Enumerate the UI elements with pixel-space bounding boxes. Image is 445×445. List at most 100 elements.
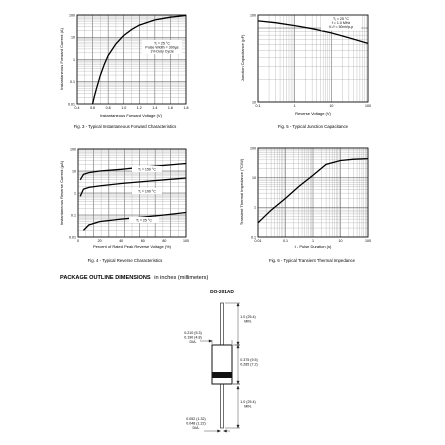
fig4-x-tick-labels: 0 20 40 60 80 100 (77, 239, 189, 243)
fig6-x-tick-label: 0.1 (283, 239, 288, 243)
fig6-x-tick-label: 1 (312, 239, 314, 243)
fig3-annotation-2: Pulse Width = 300µs (145, 46, 178, 50)
fig4-curve-100c (79, 177, 187, 197)
fig3-x-tick-label: 1.8 (184, 106, 189, 110)
fig6-plot-frame (257, 147, 369, 238)
fig5-annotation-3: Vₛᵢᵍ = 50mVp-p (329, 25, 353, 29)
fig4-series-label-25c: Tⱼ = 25 °C (136, 218, 152, 223)
fig6-y-tick-label: 10 (252, 176, 256, 180)
fig6-y-axis-label: Transient Thermal Impedance (°C/W) (239, 158, 244, 225)
package-title-bold: PACKAGE OUTLINE DIMENSIONS (60, 275, 151, 281)
fig4-x-tick-label: 100 (183, 239, 189, 243)
fig6-x-tick-label: 0.01 (255, 239, 262, 243)
dim-body-dia-label: DIA. (190, 340, 197, 344)
dim-body-dia-min: 0.190 (4.8) (184, 336, 201, 340)
fig3-x-tick-label: 1.4 (152, 106, 157, 110)
fig4-curve-150c (79, 162, 187, 181)
dim-body-length-min: 0.285 (7.2) (240, 363, 257, 367)
fig3-y-tick-labels: 100 10 1 0.1 0.01 (68, 13, 75, 106)
fig6-y-tick-label: 0.1 (251, 235, 256, 239)
fig6-grid (257, 147, 369, 238)
dim-body-dia-max: 0.210 (5.3) (184, 331, 201, 335)
fig5-chart: 100 10 0.1 1 10 100 Tⱼ = 25 °C f = 1.0 MHz V… (240, 13, 371, 129)
fig3-curve (91, 14, 187, 105)
fig4-series-label-150c: Tⱼ = 150 °C (138, 167, 156, 172)
fig4-y-tick-label: 10 (72, 169, 76, 173)
fig3-x-tick-label: 0.6 (90, 106, 95, 110)
fig3-grid (76, 14, 187, 105)
package-outline: PACKAGE OUTLINE DIMENSIONS in inches (mi… (60, 275, 258, 433)
fig6-x-tick-label: 100 (365, 239, 371, 243)
fig3-x-tick-label: 1.2 (137, 106, 142, 110)
fig5-x-tick-label: 100 (365, 104, 371, 108)
dim-lead-dia-min: 0.048 (1.22) (186, 422, 205, 426)
package-title: PACKAGE OUTLINE DIMENSIONS in inches (mi… (60, 275, 208, 281)
dim-lead-dia-label: DIA. (193, 426, 200, 430)
fig4-y-tick-label: 0.01 (69, 235, 76, 239)
fig4-plot-frame (77, 148, 187, 238)
fig6-y-tick-label: 1 (254, 206, 256, 210)
fig6-x-tick-label: 10 (339, 239, 343, 243)
fig4-y-tick-label: 0.1 (71, 213, 76, 217)
dim-body-length (233, 344, 240, 385)
fig4-x-tick-label: 60 (141, 239, 145, 243)
fig3-x-tick-label: 0.8 (106, 106, 111, 110)
fig3-x-tick-label: 1.6 (168, 106, 173, 110)
fig6-x-axis-label: t - Pulse Duration (s) (295, 244, 332, 249)
package-case-name: DO-201AD (210, 289, 234, 295)
fig3-annotation-1: Tⱼ = 25 °C (154, 41, 170, 46)
package-upper-lead (220, 302, 224, 346)
fig4-label-bg-150 (132, 166, 162, 172)
fig4-label-bg-100 (132, 188, 162, 194)
fig5-y-tick-labels: 100 10 (250, 13, 256, 104)
fig4-x-axis-label: Percent of Rated Peak Reverse Voltage (%… (93, 244, 172, 249)
fig4-caption: Fig. 4 - Typical Reverse Characteristics (88, 258, 163, 263)
dim-lower-lead-min: MIN. (244, 405, 252, 409)
fig5-x-tick-label: 0.1 (256, 104, 261, 108)
fig6-x-tick-labels: 0.01 0.1 1 10 100 (255, 239, 372, 243)
fig4-curve-25c (82, 211, 187, 231)
dim-lower-lead-length (225, 383, 240, 429)
fig4-x-tick-label: 20 (98, 239, 102, 243)
fig5-y-tick-label: 10 (252, 100, 256, 104)
fig5-y-tick-label: 100 (250, 13, 256, 17)
fig4-x-tick-label: 0 (77, 239, 79, 243)
fig3-x-tick-label: 0.4 (75, 106, 80, 110)
fig3-y-tick-label: 0.1 (70, 80, 75, 84)
fig5-x-tick-labels: 0.1 1 10 100 (256, 104, 372, 108)
dim-lead-diameter (204, 429, 230, 433)
fig4-x-tick-label: 40 (119, 239, 123, 243)
package-lower-lead (220, 383, 224, 429)
fig3-y-tick-label: 0.01 (68, 102, 75, 106)
dim-lead-dia-max: 0.052 (1.32) (186, 417, 205, 421)
fig5-x-tick-label: 1 (294, 104, 296, 108)
fig4-y-axis-label: Instantaneous Reverse Current (µA) (59, 160, 64, 225)
fig5-annotation-2: f = 1.0 MHz (332, 21, 351, 25)
fig5-annotation-box (321, 15, 361, 31)
fig4-label-bg-25 (129, 217, 159, 223)
package-cathode-band (212, 372, 232, 378)
fig3-x-tick-label: 1.0 (121, 106, 126, 110)
dim-body-diameter (200, 339, 233, 344)
fig5-plot-frame (257, 14, 369, 103)
dim-upper-lead-value: 1.0 (25.4) (240, 315, 255, 319)
fig3-plot-frame (76, 14, 187, 105)
fig4-series-label-100c: Tⱼ = 100 °C (138, 189, 156, 194)
fig6-y-tick-labels: 100 10 1 0.1 (250, 146, 256, 239)
fig3-y-tick-label: 1 (73, 58, 75, 62)
fig4-chart: 100 10 1 0.1 0.01 0 20 40 60 80 100 Tⱼ = 150 °C T… (59, 147, 189, 263)
dim-upper-lead-length (225, 302, 240, 346)
fig5-annotation-1: Tⱼ = 25 °C (333, 16, 349, 21)
fig3-x-tick-labels: 0.4 0.6 0.8 1.0 1.2 1.4 1.6 1.8 (75, 106, 189, 110)
fig5-x-tick-label: 10 (329, 104, 333, 108)
fig6-chart: 100 10 1 0.1 0.01 0.1 1 10 100 t - Pulse Durati… (239, 146, 371, 263)
fig4-y-tick-label: 100 (70, 147, 76, 151)
fig3-annotation-box (142, 40, 182, 54)
fig4-y-tick-label: 1 (74, 191, 76, 195)
dim-lower-lead-value: 1.0 (25.4) (240, 400, 255, 404)
dim-upper-lead-min: MIN. (244, 320, 252, 324)
package-body (211, 344, 233, 385)
dim-body-length-max: 0.375 (9.5) (240, 358, 257, 362)
fig6-curve (257, 157, 369, 224)
